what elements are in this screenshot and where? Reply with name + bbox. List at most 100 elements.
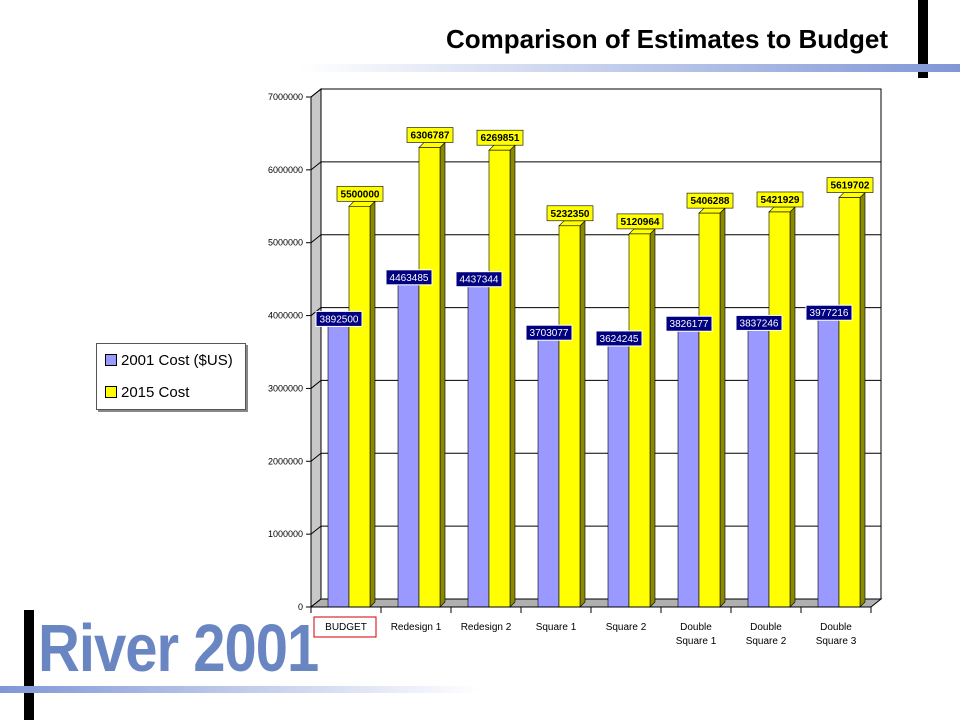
x-tick-label: Square 2 xyxy=(606,622,647,633)
gridline-side xyxy=(310,88,322,98)
bottom-left-vertical-bar xyxy=(24,610,34,720)
legend-swatch-2015 xyxy=(105,386,117,398)
data-label-2001-box xyxy=(385,269,433,286)
gridline-side xyxy=(310,452,322,462)
data-label-2001-box xyxy=(455,271,503,288)
x-tick-label: Square 2 xyxy=(746,636,787,647)
data-label-2001-box xyxy=(595,330,643,347)
legend-label-2001: 2001 Cost ($US) xyxy=(121,351,233,369)
bottom-gradient-line xyxy=(0,686,480,693)
data-label-2015: 5421929 xyxy=(761,195,800,206)
gridline-side xyxy=(310,234,322,244)
y-tick-label: 6000000 xyxy=(268,165,303,175)
bar-2015 xyxy=(838,197,861,608)
x-tick-label: BUDGET xyxy=(325,622,367,633)
bar-2001 xyxy=(607,342,630,608)
data-label-2015-box xyxy=(616,213,664,230)
y-tick-label: 2000000 xyxy=(268,456,303,466)
x-tick-label: Square 1 xyxy=(536,622,577,633)
bar-2015 xyxy=(558,225,581,608)
bar-2015-side xyxy=(719,207,726,608)
bar-2015-top xyxy=(628,228,656,235)
bar-2015-top xyxy=(768,206,796,213)
bar-2015-top xyxy=(558,220,586,227)
gridline-side xyxy=(310,380,322,389)
data-label-2015: 5406288 xyxy=(691,196,730,207)
y-tick-label: 4000000 xyxy=(268,311,303,321)
bar-2015 xyxy=(418,147,441,608)
bar-2015-side xyxy=(579,220,586,608)
data-label-2015-box xyxy=(336,185,384,202)
data-label-2015: 5120964 xyxy=(621,217,660,228)
x-tick-label: Double xyxy=(820,622,852,633)
legend-item-2015: 2015 Cost xyxy=(105,382,189,402)
data-label-2001-box xyxy=(735,314,783,331)
bar-2015 xyxy=(698,212,721,608)
data-label-2001: 3826177 xyxy=(670,319,709,330)
data-label-2015-box xyxy=(756,191,804,208)
data-label-2015-box xyxy=(826,177,874,193)
data-label-2001: 3892500 xyxy=(320,314,359,325)
bar-2015-side xyxy=(789,206,796,608)
x-tick-label: Square 1 xyxy=(676,636,717,647)
bar-2001 xyxy=(397,281,420,608)
bar-2001 xyxy=(537,336,560,608)
data-label-2001: 4463485 xyxy=(390,273,429,284)
data-label-2015: 5619702 xyxy=(831,181,870,192)
y-tick-label: 3000000 xyxy=(268,383,303,393)
data-label-2015-box xyxy=(476,129,524,146)
bar-2001 xyxy=(817,316,840,608)
slide-title: Comparison of Estimates to Budget xyxy=(445,24,888,54)
chart-legend: 2001 Cost ($US) 2015 Cost xyxy=(96,343,246,410)
gridline-side xyxy=(310,161,322,171)
bar-2001 xyxy=(677,327,700,608)
data-label-2001-box xyxy=(315,310,363,327)
chart-side-wall xyxy=(310,87,322,609)
x-tick-label: Square 3 xyxy=(816,636,857,647)
legend-item-2001: 2001 Cost ($US) xyxy=(105,350,233,370)
data-label-2001: 3703077 xyxy=(530,328,569,339)
gridline-side xyxy=(310,525,322,535)
data-label-2001: 4437344 xyxy=(460,275,499,286)
chart-floor xyxy=(309,598,883,608)
y-tick-label: 7000000 xyxy=(268,92,303,102)
data-label-2015-box xyxy=(406,127,454,143)
bar-2015-side xyxy=(369,200,376,608)
bar-2015 xyxy=(768,211,791,608)
bar-2015-top xyxy=(838,192,866,198)
data-label-2015-box xyxy=(546,205,594,222)
data-label-2001: 3624245 xyxy=(600,334,639,345)
data-label-2015: 5232350 xyxy=(551,209,590,220)
data-label-2015-box xyxy=(686,192,734,209)
bar-2001 xyxy=(327,323,350,608)
data-label-2015: 6269851 xyxy=(481,133,520,144)
bar-2015 xyxy=(488,149,511,608)
x-tick-label: Redesign 2 xyxy=(461,622,512,633)
bar-2015-side xyxy=(649,228,656,608)
data-label-2001-box xyxy=(665,315,713,332)
y-tick-label: 0 xyxy=(298,602,303,612)
y-tick-label: 5000000 xyxy=(268,238,303,248)
bar-2015-top xyxy=(348,200,376,207)
title-underline xyxy=(300,64,960,72)
bar-2015-side xyxy=(859,191,866,608)
x-tick-label: Redesign 1 xyxy=(391,622,442,633)
bar-2015-side xyxy=(509,144,516,608)
top-right-vertical-bar xyxy=(918,0,928,78)
bar-2001 xyxy=(747,327,770,608)
data-label-2001-box xyxy=(525,324,573,341)
bar-2015-top xyxy=(698,207,726,214)
y-tick-label: 1000000 xyxy=(268,529,303,539)
bar-2015 xyxy=(628,233,651,608)
data-label-2001: 3837246 xyxy=(740,318,779,329)
bar-2015-side xyxy=(439,141,446,608)
data-label-2015: 5500000 xyxy=(341,189,380,200)
x-tick-label: Double xyxy=(750,622,782,633)
bar-2001 xyxy=(467,283,490,608)
data-label-2001-box xyxy=(805,304,853,321)
watermark-text: River 2001 xyxy=(38,611,319,686)
bar-2015-top xyxy=(418,142,446,148)
x-tick-label: Double xyxy=(680,622,712,633)
data-label-2015: 6306787 xyxy=(411,131,450,142)
